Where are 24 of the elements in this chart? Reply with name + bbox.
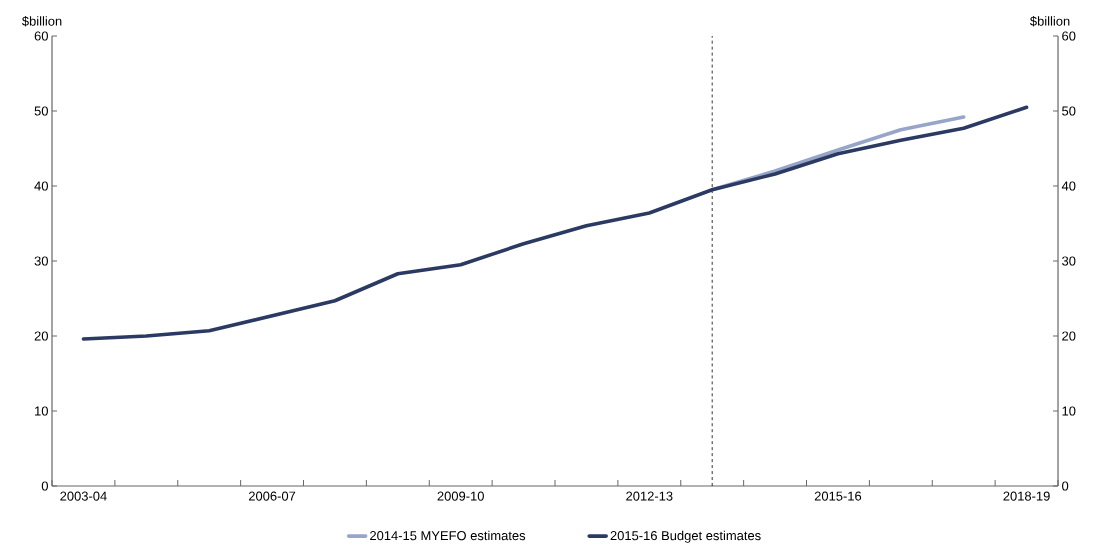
y2-axis-title: $billion xyxy=(1030,16,1070,27)
x-tick-label: 2015-16 xyxy=(814,491,862,501)
x-tick-label: 2003-04 xyxy=(60,491,107,501)
y-tick-label: 0 xyxy=(41,481,48,491)
x-tick-label: 2012-13 xyxy=(626,491,673,501)
y2-tick-label: 50 xyxy=(1062,106,1076,116)
legend-label: 2015-16 Budget estimates xyxy=(610,530,761,543)
y-tick-label: 20 xyxy=(34,331,48,341)
y-tick-label: 40 xyxy=(34,181,48,191)
y-axis-title: $billion xyxy=(22,16,62,27)
y-tick-label: 60 xyxy=(34,31,48,41)
y-tick-label: 30 xyxy=(34,256,48,266)
y-tick-label: 10 xyxy=(35,406,48,416)
x-tick-label: 2006-07 xyxy=(248,491,296,501)
y2-tick-label: 20 xyxy=(1062,331,1076,341)
y2-tick-label: 40 xyxy=(1061,181,1076,191)
x-tick-label: 2009-10 xyxy=(437,491,484,501)
y2-tick-label: 30 xyxy=(1062,256,1076,266)
y2-tick-label: 60 xyxy=(1062,31,1076,41)
y2-tick-label: 10 xyxy=(1062,406,1076,416)
y2-tick-label: 0 xyxy=(1062,481,1069,491)
legend-label: 2014-15 MYEFO estimates xyxy=(370,530,526,541)
x-tick-label: 2018-19 xyxy=(1003,491,1050,501)
y-tick-label: 50 xyxy=(34,106,48,116)
